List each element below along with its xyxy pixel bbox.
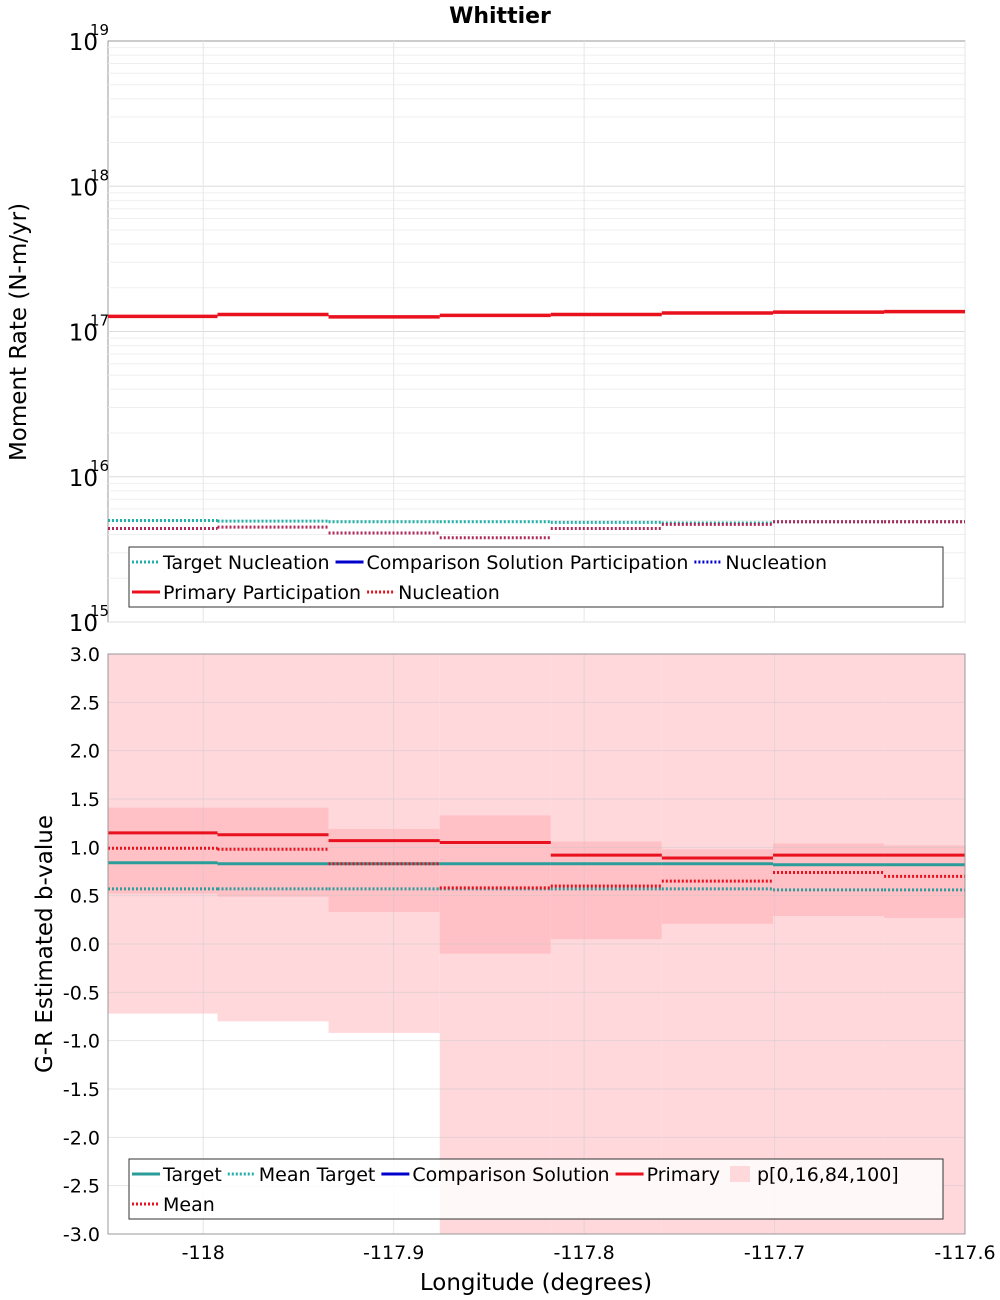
y-tick-label: 0.5	[70, 886, 100, 908]
y-tick-label: 2.0	[70, 741, 100, 763]
legend-label: Mean	[163, 1194, 215, 1216]
y-tick-label: 0.0	[70, 934, 100, 956]
legend-label: p[0,16,84,100]	[757, 1164, 899, 1186]
x-tick-label: -117.9	[363, 1242, 424, 1264]
y-tick-label: -2.5	[63, 1176, 100, 1198]
y-tick-label-exponent: 17	[90, 312, 109, 330]
legend-label: Nucleation	[398, 582, 500, 604]
legend-label: Comparison Solution Participation	[367, 552, 689, 574]
moment-rate-legend: Target Nucleation Comparison Solution Par…	[128, 546, 944, 608]
legend-label: Primary Participation	[163, 582, 361, 604]
b-value-panel: 3.0 2.5 2.0 1.5 1.0 0.5 0.0 -0.5 -1.0 -1.5 -2.0 -2.…	[32, 644, 966, 1246]
band-p0-p100	[661, 654, 774, 1234]
moment-rate-grid	[108, 41, 966, 623]
band-p16-p84	[884, 845, 965, 918]
b-value-series	[108, 831, 965, 892]
y-tick-label: 1.0	[70, 837, 100, 859]
x-tick-label: -118	[182, 1242, 225, 1264]
y-tick-label-base: 10	[69, 175, 98, 201]
band-p0-p100	[773, 654, 885, 1234]
x-axis-label: Longitude (degrees)	[420, 1270, 652, 1296]
x-tick-label: -117.8	[553, 1242, 614, 1264]
y-tick-label: -2.0	[63, 1127, 100, 1149]
legend-label: Mean Target	[259, 1164, 376, 1186]
band-p16-p84	[217, 807, 329, 897]
y-tick-label: -1.0	[63, 1031, 100, 1053]
x-axis-ticks: -118 -117.9 -117.8 -117.7 -117.6	[182, 1242, 996, 1264]
y-tick-label: -1.5	[63, 1079, 100, 1101]
y-tick-label-exponent: 19	[90, 21, 109, 39]
legend-label: Target Nucleation	[162, 552, 330, 574]
chart-title: Whittier	[449, 4, 551, 29]
band-p16-p84	[108, 807, 218, 894]
legend-label: Target	[162, 1164, 222, 1186]
y-tick-label: 3.0	[70, 644, 100, 666]
y-tick-label-base: 10	[69, 611, 98, 637]
band-p0-p100	[884, 654, 965, 1234]
moment-rate-y-axis-label: Moment Rate (N-m/yr)	[6, 203, 32, 461]
y-tick-label-exponent: 16	[90, 457, 109, 475]
b-value-legend: Target Mean Target Comparison Solution Prim…	[128, 1158, 944, 1220]
band-p16-p84	[328, 828, 440, 913]
b-value-y-axis-label: G-R Estimated b-value	[32, 815, 58, 1073]
legend-label: Primary	[647, 1164, 720, 1186]
y-tick-label-base: 10	[69, 466, 98, 492]
legend-box	[128, 546, 944, 608]
band-p16-p84	[439, 815, 551, 954]
y-tick-label-base: 10	[69, 30, 98, 56]
y-tick-label-exponent: 18	[90, 166, 109, 184]
legend-swatch-patch	[730, 1166, 750, 1182]
y-tick-label-base: 10	[69, 321, 98, 347]
y-tick-label: -3.0	[63, 1224, 100, 1246]
x-tick-label: -117.7	[744, 1242, 805, 1264]
legend-label: Nucleation	[725, 552, 827, 574]
y-tick-label: 2.5	[70, 692, 100, 714]
moment-rate-series	[108, 309, 965, 540]
b-value-plot-frame	[107, 653, 966, 1235]
legend-label: Comparison Solution	[412, 1164, 609, 1186]
y-tick-label: -0.5	[63, 982, 100, 1004]
y-tick-label-exponent: 15	[90, 602, 109, 620]
legend-box	[128, 1158, 944, 1220]
x-tick-label: -117.6	[934, 1242, 995, 1264]
b-value-y-ticks: 3.0 2.5 2.0 1.5 1.0 0.5 0.0 -0.5 -1.0 -1.5 -2.0 -2.…	[63, 644, 100, 1246]
band-p16-p84	[661, 849, 774, 924]
band-p0-p100	[550, 654, 662, 1234]
y-tick-label: 1.5	[70, 789, 100, 811]
